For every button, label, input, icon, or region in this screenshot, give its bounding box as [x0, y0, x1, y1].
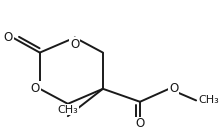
Text: O: O	[135, 117, 145, 130]
Text: O: O	[31, 82, 40, 95]
Text: CH₃: CH₃	[57, 105, 78, 115]
Text: CH₃: CH₃	[198, 95, 219, 105]
Text: O: O	[4, 31, 13, 44]
Text: O: O	[70, 38, 79, 51]
Text: O: O	[169, 82, 178, 95]
